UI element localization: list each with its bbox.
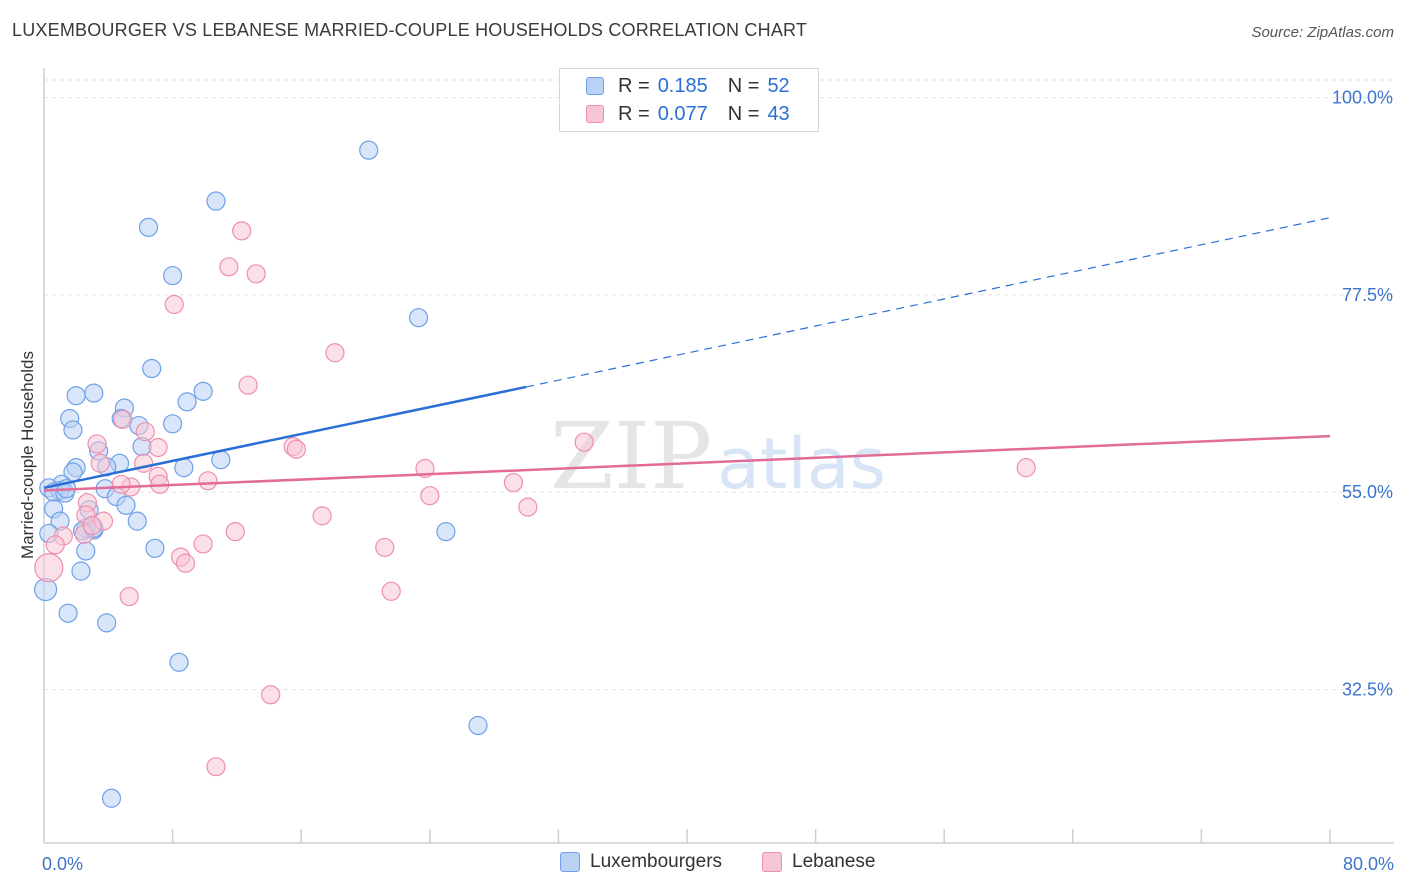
data-point: [518, 497, 538, 517]
data-point: [58, 603, 78, 623]
watermark-zip: ZIP: [550, 403, 712, 510]
data-point: [574, 432, 594, 452]
data-point: [408, 308, 429, 328]
legend-n-value: 43: [767, 102, 790, 125]
data-point: [111, 474, 131, 494]
data-point: [381, 581, 401, 601]
data-point: [113, 409, 133, 430]
data-point: [312, 506, 332, 526]
y-tick-label: 77.5%: [1342, 285, 1393, 305]
bottom-legend-label-lebanese: Lebanese: [792, 851, 876, 872]
data-point: [193, 534, 213, 554]
legend-row-luxembourgers: R = 0.185 N = 52: [586, 72, 790, 100]
data-point: [145, 538, 165, 558]
data-point: [225, 522, 245, 542]
data-point: [238, 375, 258, 395]
data-point: [71, 561, 91, 581]
bottom-legend-luxembourgers[interactable]: Luxembourgers: [560, 851, 722, 873]
data-point: [359, 140, 379, 160]
data-point: [66, 386, 86, 406]
bottom-legend-lebanese[interactable]: Lebanese: [762, 851, 875, 873]
data-point: [142, 358, 162, 379]
trend-line-lebanese: [43, 434, 1331, 492]
data-point: [76, 541, 96, 561]
data-point: [325, 343, 345, 363]
legend-r-value: 0.185: [657, 74, 708, 97]
data-point: [177, 392, 197, 412]
data-point: [193, 381, 213, 401]
data-point: [148, 437, 168, 458]
data-point: [198, 471, 218, 491]
data-point: [34, 553, 64, 583]
legend-r-label: R =: [618, 102, 650, 125]
legend-r-label: R =: [618, 74, 650, 97]
data-point: [87, 434, 107, 454]
data-point: [163, 414, 183, 434]
data-point: [163, 265, 183, 286]
legend-n-value: 52: [767, 74, 790, 97]
data-point: [211, 450, 231, 470]
source-label: Source: ZipAtlas.com: [1251, 24, 1394, 41]
data-point: [246, 264, 266, 284]
bottom-legend-swatch-lebanese: [762, 852, 782, 872]
data-point: [206, 757, 226, 777]
data-point: [174, 458, 194, 478]
legend-n-label: N =: [727, 102, 760, 125]
watermark: ZIP atlas: [550, 403, 886, 510]
y-tick-label: 100.0%: [1332, 88, 1393, 108]
watermark-atlas: atlas: [717, 423, 886, 505]
axes: [43, 68, 1394, 844]
data-point: [82, 515, 102, 536]
legend-r-value: 0.077: [657, 102, 708, 125]
data-point: [468, 715, 488, 736]
data-point: [116, 495, 136, 515]
data-point: [127, 511, 147, 531]
trend-lines: [43, 217, 1331, 492]
data-point: [206, 191, 226, 211]
x-tick-label: 80.0%: [1343, 854, 1394, 874]
bottom-legend-swatch-luxembourgers: [560, 852, 580, 872]
data-point: [135, 422, 155, 442]
x-tick-label: 0.0%: [42, 854, 83, 874]
y-tick-label: 32.5%: [1342, 680, 1393, 700]
trend-line-luxembourgers-dashed: [526, 217, 1331, 388]
legend-row-lebanese: R = 0.077 N = 43: [586, 100, 790, 128]
data-point: [1016, 458, 1036, 478]
data-point: [45, 535, 65, 555]
data-point: [90, 453, 110, 473]
data-point: [261, 685, 281, 705]
data-point: [232, 221, 252, 241]
legend-n-label: N =: [727, 74, 760, 97]
chart-title: LUXEMBOURGER VS LEBANESE MARRIED-COUPLE …: [12, 20, 808, 40]
data-point: [101, 788, 122, 808]
data-point: [138, 217, 159, 237]
data-point: [97, 613, 117, 633]
data-point: [169, 652, 189, 672]
data-point: [84, 383, 104, 403]
data-point: [119, 586, 139, 607]
trend-line-luxembourgers: [43, 385, 527, 490]
y-tick-label: 55.0%: [1342, 482, 1393, 502]
data-point: [420, 486, 440, 506]
data-point: [286, 439, 306, 459]
data-point: [503, 472, 523, 493]
legend-swatch-lebanese: [586, 105, 604, 123]
data-point: [219, 257, 239, 277]
data-point: [63, 420, 83, 440]
data-point: [436, 522, 456, 542]
legend-swatch-luxembourgers: [586, 77, 604, 95]
data-point: [375, 537, 395, 558]
data-point: [175, 553, 196, 573]
y-axis-label: Married-couple Households: [18, 351, 37, 559]
bottom-legend-label-luxembourgers: Luxembourgers: [590, 851, 723, 872]
data-point: [164, 294, 184, 315]
tick-labels: 32.5% 55.0% 77.5% 100.0% 0.0% 80.0%: [42, 88, 1394, 874]
series-lebanese: [34, 221, 1036, 777]
correlation-legend: R = 0.185 N = 52 R = 0.077 N = 43: [559, 68, 819, 132]
